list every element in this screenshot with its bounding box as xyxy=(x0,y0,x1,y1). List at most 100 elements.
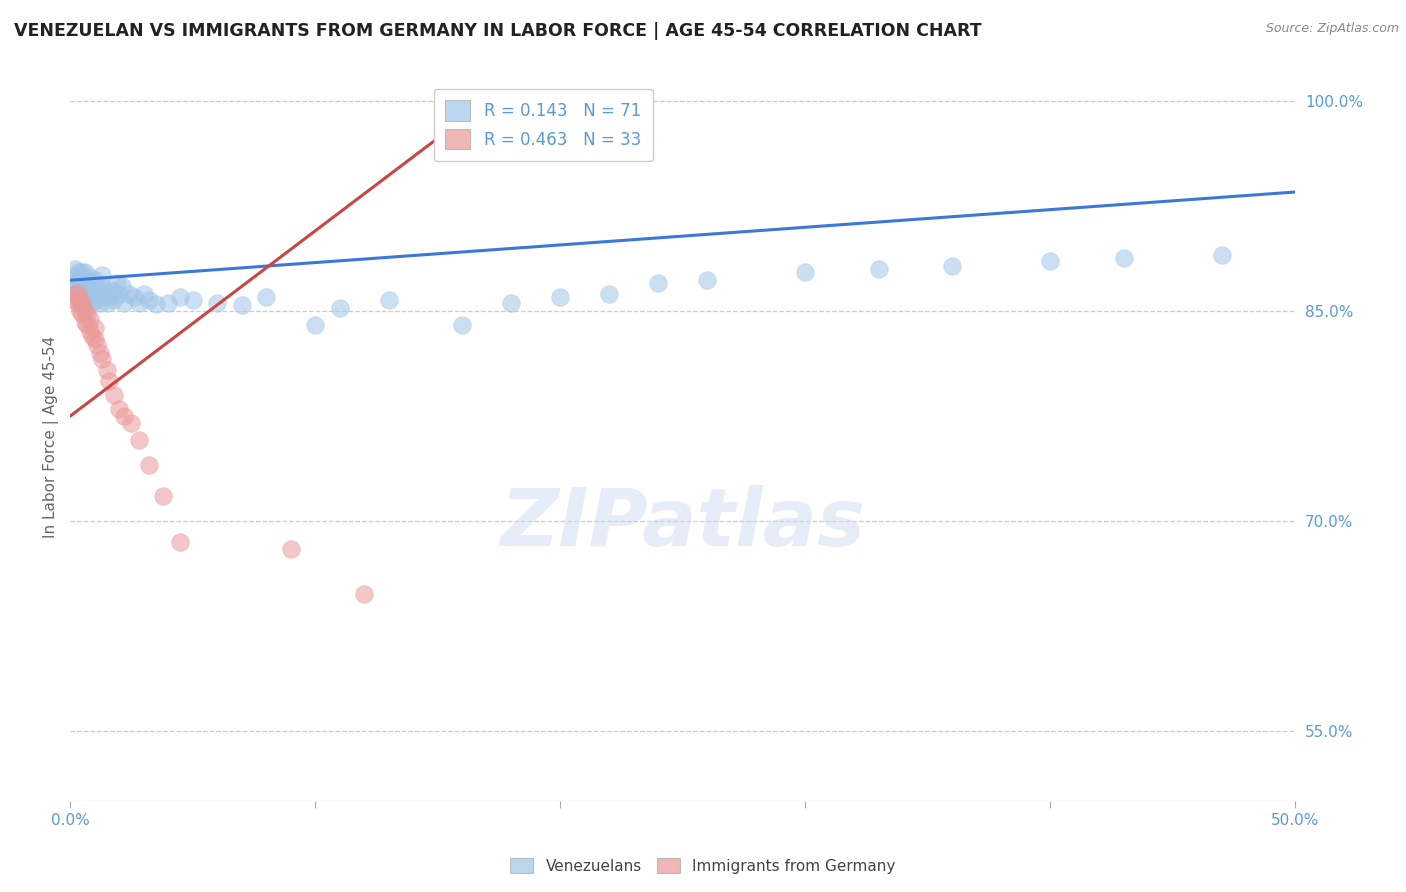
Point xyxy=(169,535,191,549)
Point xyxy=(79,280,101,294)
Y-axis label: In Labor Force | Age 45-54: In Labor Force | Age 45-54 xyxy=(44,336,59,538)
Point xyxy=(63,287,86,301)
Point xyxy=(69,304,91,318)
Text: ZIPatlas: ZIPatlas xyxy=(501,485,865,564)
Point xyxy=(112,295,135,310)
Point xyxy=(73,297,96,311)
Point xyxy=(79,290,101,304)
Point xyxy=(501,295,523,310)
Point xyxy=(69,278,91,293)
Point xyxy=(329,301,352,316)
Point xyxy=(598,287,620,301)
Point xyxy=(280,542,302,557)
Point xyxy=(62,293,84,307)
Point xyxy=(91,268,114,282)
Point xyxy=(72,295,94,310)
Point xyxy=(72,307,94,321)
Point xyxy=(73,315,96,329)
Point xyxy=(304,318,326,332)
Point xyxy=(98,374,121,388)
Point xyxy=(82,329,104,343)
Point xyxy=(66,265,89,279)
Point xyxy=(103,388,125,402)
Point xyxy=(1112,251,1135,265)
Point xyxy=(76,283,98,297)
Point xyxy=(91,351,114,366)
Point xyxy=(66,295,89,310)
Point xyxy=(72,276,94,290)
Point xyxy=(111,278,134,293)
Point xyxy=(79,312,101,326)
Point xyxy=(93,290,115,304)
Point xyxy=(82,285,104,300)
Point xyxy=(138,458,160,472)
Point xyxy=(353,587,375,601)
Point xyxy=(1211,248,1233,262)
Point xyxy=(72,265,94,279)
Point xyxy=(76,293,98,307)
Point xyxy=(69,293,91,307)
Point xyxy=(79,270,101,285)
Point xyxy=(73,265,96,279)
Point xyxy=(157,295,180,310)
Point xyxy=(86,280,108,294)
Point xyxy=(86,290,108,304)
Point xyxy=(86,337,108,351)
Point xyxy=(83,321,105,335)
Point xyxy=(83,332,105,346)
Point xyxy=(181,293,204,307)
Point xyxy=(794,265,817,279)
Point xyxy=(66,276,89,290)
Point xyxy=(451,318,474,332)
Point xyxy=(696,273,718,287)
Point xyxy=(63,268,86,283)
Legend: Venezuelans, Immigrants from Germany: Venezuelans, Immigrants from Germany xyxy=(505,852,901,880)
Point xyxy=(118,287,141,301)
Point xyxy=(72,287,94,301)
Point xyxy=(169,290,191,304)
Point xyxy=(254,290,277,304)
Point xyxy=(66,285,89,300)
Point xyxy=(101,283,124,297)
Point xyxy=(73,276,96,290)
Point xyxy=(152,489,174,503)
Point xyxy=(128,295,150,310)
Point xyxy=(89,346,111,360)
Point xyxy=(96,285,118,300)
Point xyxy=(76,273,98,287)
Point xyxy=(96,363,118,377)
Text: Source: ZipAtlas.com: Source: ZipAtlas.com xyxy=(1265,22,1399,36)
Point xyxy=(91,278,114,293)
Text: VENEZUELAN VS IMMIGRANTS FROM GERMANY IN LABOR FORCE | AGE 45-54 CORRELATION CHA: VENEZUELAN VS IMMIGRANTS FROM GERMANY IN… xyxy=(14,22,981,40)
Point xyxy=(69,268,91,283)
Point xyxy=(122,290,145,304)
Point xyxy=(1039,253,1062,268)
Point xyxy=(941,259,963,273)
Point xyxy=(96,295,118,310)
Point xyxy=(105,276,128,290)
Point xyxy=(1333,136,1355,150)
Point xyxy=(89,295,111,310)
Point xyxy=(66,283,89,297)
Legend: R = 0.143   N = 71, R = 0.463   N = 33: R = 0.143 N = 71, R = 0.463 N = 33 xyxy=(434,88,652,161)
Point xyxy=(121,416,143,430)
Point xyxy=(132,287,155,301)
Point xyxy=(76,318,98,332)
Point xyxy=(76,307,98,321)
Point xyxy=(63,262,86,277)
Point xyxy=(205,295,228,310)
Point xyxy=(231,298,253,312)
Point xyxy=(647,276,669,290)
Point xyxy=(73,285,96,300)
Point xyxy=(439,122,461,136)
Point xyxy=(82,295,104,310)
Point xyxy=(108,402,131,417)
Point xyxy=(548,290,571,304)
Point xyxy=(145,297,167,311)
Point xyxy=(868,262,890,277)
Point xyxy=(83,293,105,307)
Point xyxy=(128,433,150,447)
Point xyxy=(83,283,105,297)
Point xyxy=(69,290,91,304)
Point xyxy=(98,290,121,304)
